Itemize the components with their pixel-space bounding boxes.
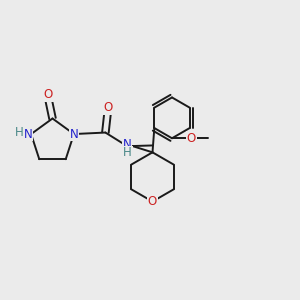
Text: O: O [148, 195, 157, 208]
Text: N: N [24, 128, 32, 140]
Text: O: O [103, 101, 112, 114]
Text: H: H [123, 146, 132, 159]
Text: O: O [187, 132, 196, 145]
Text: O: O [44, 88, 52, 101]
Text: N: N [70, 128, 78, 140]
Text: H: H [15, 126, 23, 139]
Text: N: N [123, 138, 131, 151]
